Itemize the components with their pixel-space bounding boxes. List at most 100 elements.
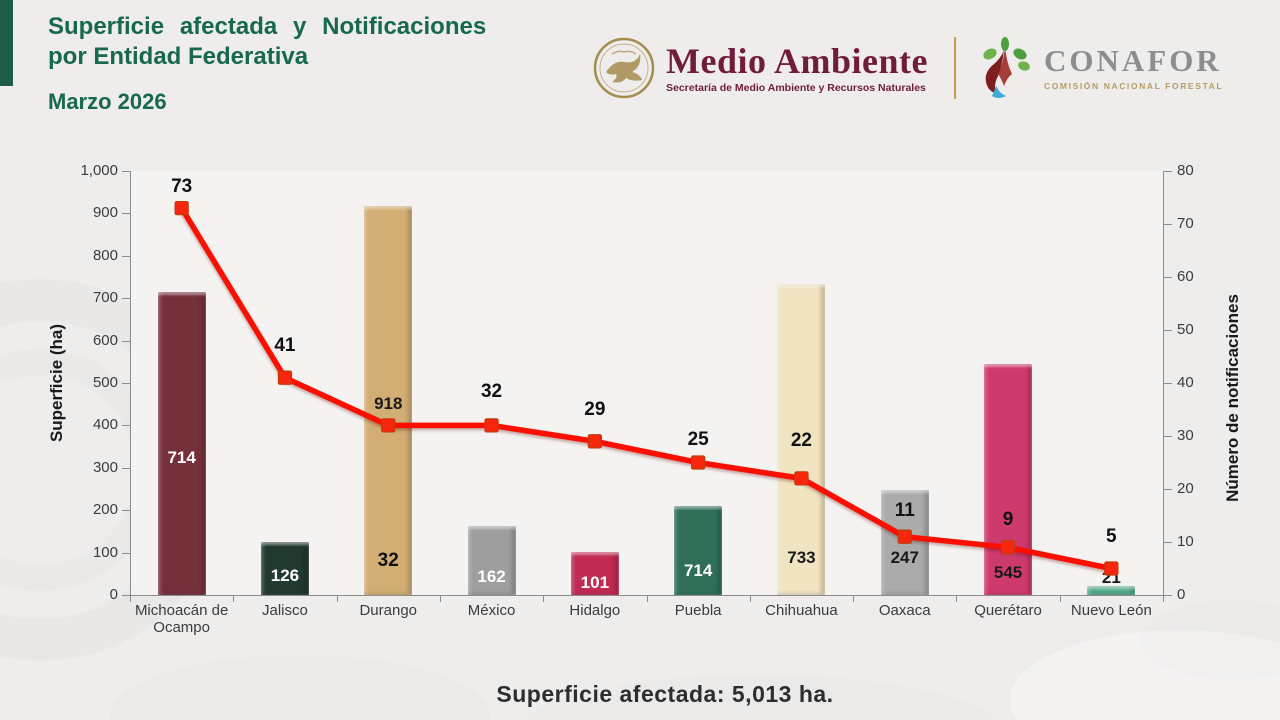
report-month: Marzo 2026 [48,89,167,114]
x-axis-tick [233,595,235,602]
y-left-tick-label: 1,000 [80,162,118,179]
y-left-tick [122,510,130,512]
x-axis-category-label: México [467,602,516,619]
y-left-axis-line [130,171,131,595]
bar-nuevo-le-n [1087,586,1136,595]
conafor-name: CONAFOR [1043,43,1222,78]
x-axis-tick [543,595,545,602]
bar-michoac-n-de-ocampo [157,292,206,595]
y-left-tick-label: 200 [92,501,118,519]
y-left-tick-label: 700 [92,289,118,307]
bar-value-label: 101 [580,573,610,592]
logo-strip: Medio Ambiente Secretaría de Medio Ambie… [592,28,1223,108]
y-right-tick [1164,595,1172,596]
logo-divider [953,37,956,99]
y-right-tick [1164,224,1172,225]
line-path [179,206,1112,572]
bar-hidalgo [570,552,619,595]
x-axis-tick [336,595,338,602]
line-value-label: 9 [1002,509,1014,530]
semarnat-wordmark: Medio Ambiente Secretaría de Medio Ambie… [666,42,928,94]
y-right-tick [1164,383,1172,384]
x-axis-category-label: Querétaro [974,602,1042,619]
bar-durango [364,205,413,595]
x-axis-tick [749,595,751,602]
bar-m-xico [467,526,516,595]
line-marker [381,418,396,433]
line-value-label: 11 [894,500,915,521]
line-marker [277,370,293,385]
x-axis-category-label: Michoacán de Ocampo [134,602,229,636]
line-marker [174,200,189,216]
line-value-label: 32 [377,550,399,571]
line-value-label: 25 [687,429,709,450]
y-right-axis-line [1163,171,1164,595]
x-axis-category-label: Hidalgo [569,602,621,619]
bar-value-label: 126 [270,566,300,585]
semarnat-subtitle: Secretaría de Medio Ambiente y Recursos … [666,82,926,94]
page-title-line2: por Entidad Federativa [48,43,309,70]
y-left-tick [122,171,130,172]
y-left-tick [122,595,130,596]
bar-value-label: 545 [993,563,1023,582]
line-marker [1000,540,1016,555]
x-axis-tick [130,595,131,602]
y-right-tick-label: 60 [1177,268,1194,285]
line-marker [1104,561,1119,576]
y-right-tick-label: 10 [1177,533,1194,550]
bar-value-label: 714 [167,448,196,467]
semarnat-name: Medio Ambiente [666,41,928,81]
y-left-tick [122,213,130,215]
y-left-tick-label: 900 [92,204,118,222]
y-right-tick-label: 40 [1177,374,1194,391]
header-accent-bar [0,0,13,86]
x-axis-category-label: Durango [359,602,418,619]
bar-jalisco [260,541,309,595]
conafor-wordmark: CONAFOR COMISIÓN NACIONAL FORESTAL [1043,43,1224,92]
y-left-tick-label: 600 [92,331,118,349]
line-value-label: 5 [1106,526,1117,547]
bar-value-label: 918 [374,394,403,413]
line-value-label: 29 [584,399,606,420]
line-value-label: 22 [790,430,813,451]
y-right-tick [1164,277,1172,278]
y-right-tick [1164,330,1172,331]
y-right-tick [1164,171,1172,172]
x-axis-tick [439,595,441,602]
x-axis-tick [1059,595,1061,602]
line-value-label: 32 [480,381,503,402]
x-axis-category-label: Puebla [674,602,722,619]
bar-value-label: 733 [787,548,816,567]
total-superficie-text: Superficie afectada: 5,013 ha. [496,681,834,707]
y-left-tick [122,255,130,257]
y-right-tick [1164,436,1172,437]
y-left-tick [122,298,130,300]
page-title-line1: Superficie afectada y Notificaciones [48,13,487,40]
y-right-tick-label: 0 [1177,586,1186,603]
line-marker [691,455,706,470]
chart-area: Superficie (ha) Número de notificaciones… [0,140,1280,660]
y-right-tick [1164,489,1172,490]
y-left-tick [122,340,130,342]
bar-chihuahua [777,284,826,595]
line-value-label: 41 [274,335,296,356]
x-axis-category-label: Nuevo León [1070,602,1152,619]
y-left-tick-label: 300 [92,458,118,476]
notifications-line-series [174,200,1119,576]
x-axis-category-label: Chihuahua [765,602,838,619]
bar-puebla [674,505,723,595]
y-right-tick-label: 80 [1177,162,1194,179]
conafor-subtitle: COMISIÓN NACIONAL FORESTAL [1043,81,1224,91]
line-marker [794,471,809,486]
y-left-tick-label: 400 [92,416,118,434]
y-left-tick [122,383,130,384]
line-value-label: 73 [171,176,193,197]
y-left-tick-label: 500 [92,374,118,391]
y-right-tick-label: 50 [1177,321,1194,338]
bar-quer-taro [984,363,1033,595]
y-left-tick [122,467,130,469]
x-axis-tick [956,595,958,602]
y-left-tick-label: 800 [92,246,118,264]
x-axis-category-label: Oaxaca [878,602,931,619]
